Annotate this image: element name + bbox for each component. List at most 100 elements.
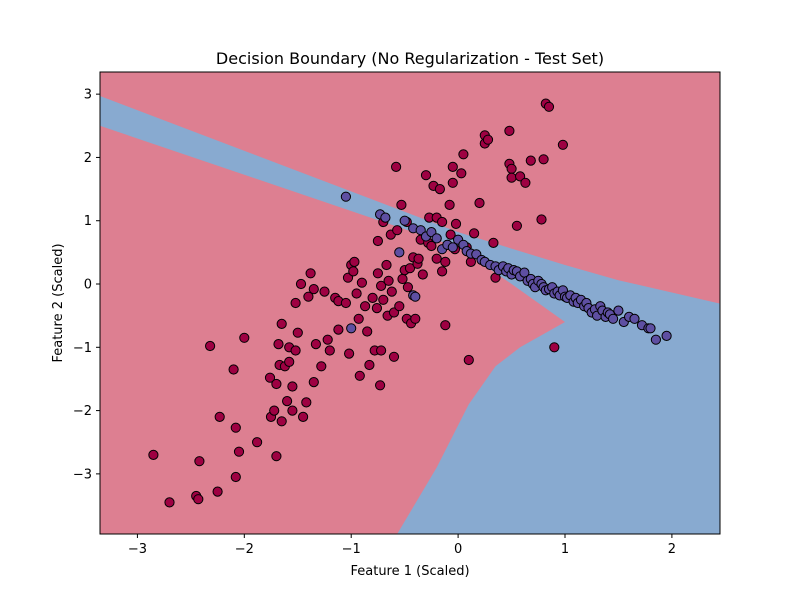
- y-tick-label: −3: [73, 467, 92, 482]
- point-class-0-132: [525, 155, 536, 166]
- plot-area: [100, 72, 720, 534]
- point-class-1-65: [613, 305, 624, 316]
- x-axis-ticks: −3 −2 −1 0 1 2: [128, 534, 676, 557]
- decision-regions: [100, 96, 720, 534]
- point-class-0-36: [305, 268, 316, 279]
- point-class-0-27: [287, 405, 298, 416]
- point-class-0-6: [212, 486, 223, 497]
- point-class-0-97: [426, 240, 437, 252]
- point-class-0-125: [504, 125, 515, 136]
- point-class-0-63: [372, 268, 383, 279]
- plot-frame: [99, 71, 721, 535]
- point-class-0-34: [301, 397, 312, 408]
- point-class-1-74: [410, 291, 421, 302]
- point-class-0-116: [463, 354, 474, 366]
- y-tick-label: 0: [84, 278, 92, 293]
- point-class-0-0: [148, 449, 159, 460]
- x-axis-label: Feature 1 (Scaled): [350, 564, 469, 579]
- point-class-0-138: [549, 342, 560, 353]
- point-class-1-68: [629, 313, 640, 324]
- point-class-0-119: [474, 197, 485, 209]
- point-class-0-18: [271, 451, 282, 462]
- point-class-0-109: [447, 161, 458, 172]
- x-tick-label: 0: [454, 542, 462, 557]
- point-class-0-89: [410, 313, 421, 324]
- point-class-0-74: [386, 286, 397, 297]
- point-class-0-67: [376, 345, 387, 356]
- point-class-1-73: [346, 323, 357, 334]
- point-class-0-56: [356, 277, 367, 288]
- point-class-0-24: [282, 396, 293, 407]
- point-class-0-59: [364, 359, 375, 371]
- x-tick-label: 1: [561, 542, 569, 557]
- point-class-0-53: [351, 288, 362, 299]
- point-class-1-2: [380, 212, 391, 223]
- point-class-0-49: [344, 348, 355, 359]
- y-axis-ticks: −3 −2 −1 0 1 2 3: [73, 88, 100, 482]
- point-class-0-75: [388, 351, 400, 362]
- point-class-0-137: [557, 139, 569, 150]
- point-class-0-86: [404, 263, 416, 274]
- point-class-1-4: [399, 215, 410, 226]
- point-class-1-75: [645, 323, 656, 334]
- point-class-0-101: [434, 184, 445, 195]
- point-class-0-29: [290, 345, 301, 356]
- point-class-0-33: [298, 411, 309, 422]
- point-class-0-60: [367, 292, 378, 303]
- point-class-0-85: [402, 282, 413, 293]
- scatter-points: [148, 98, 672, 508]
- point-class-0-39: [310, 339, 321, 350]
- point-class-0-46: [333, 324, 344, 335]
- point-class-0-66: [376, 280, 387, 291]
- point-class-0-131: [520, 177, 531, 188]
- point-class-0-12: [239, 332, 250, 343]
- point-class-0-136: [543, 101, 555, 112]
- point-class-1-10: [431, 233, 442, 244]
- y-tick-label: 1: [84, 214, 92, 229]
- point-class-0-31: [292, 327, 303, 338]
- point-class-0-64: [372, 235, 383, 247]
- point-class-0-21: [276, 318, 287, 329]
- point-class-0-41: [319, 286, 330, 297]
- point-class-0-28: [287, 381, 298, 392]
- point-class-0-1: [164, 497, 175, 508]
- point-class-0-58: [362, 326, 373, 337]
- point-class-0-4: [194, 456, 205, 467]
- point-class-0-52: [349, 256, 360, 267]
- y-tick-label: −1: [73, 341, 92, 356]
- point-class-0-79: [394, 301, 405, 312]
- point-class-0-7: [214, 411, 225, 422]
- point-class-0-105: [440, 320, 451, 331]
- point-class-0-19: [273, 339, 284, 350]
- point-class-0-14: [264, 372, 276, 383]
- point-class-0-72: [383, 275, 394, 286]
- point-class-0-13: [252, 437, 263, 448]
- point-class-0-107: [444, 199, 455, 210]
- point-class-0-26: [284, 356, 295, 367]
- point-class-0-80: [396, 199, 407, 210]
- point-class-0-123: [488, 237, 499, 248]
- point-class-0-17: [271, 378, 282, 390]
- point-class-0-113: [456, 168, 467, 179]
- point-class-1-0: [340, 191, 351, 202]
- point-class-0-122: [482, 134, 494, 145]
- point-class-1-72: [661, 330, 672, 341]
- point-class-0-110: [447, 177, 458, 188]
- point-class-0-35: [303, 291, 314, 302]
- point-class-0-127: [506, 163, 517, 174]
- y-axis-label: Feature 2 (Scaled): [51, 243, 66, 362]
- point-class-0-108: [445, 229, 456, 240]
- point-class-1-3: [394, 247, 405, 258]
- chart-title: Decision Boundary (No Regularization - T…: [216, 49, 604, 68]
- point-class-1-13: [447, 242, 458, 253]
- point-class-0-47: [340, 297, 351, 309]
- point-class-0-42: [322, 334, 333, 345]
- x-tick-label: −1: [342, 542, 361, 557]
- x-tick-label: −3: [128, 542, 147, 557]
- point-class-0-54: [353, 313, 364, 324]
- point-class-0-5: [205, 340, 216, 352]
- point-class-0-3: [193, 494, 204, 505]
- point-class-0-114: [458, 149, 469, 160]
- point-class-1-71: [650, 334, 662, 345]
